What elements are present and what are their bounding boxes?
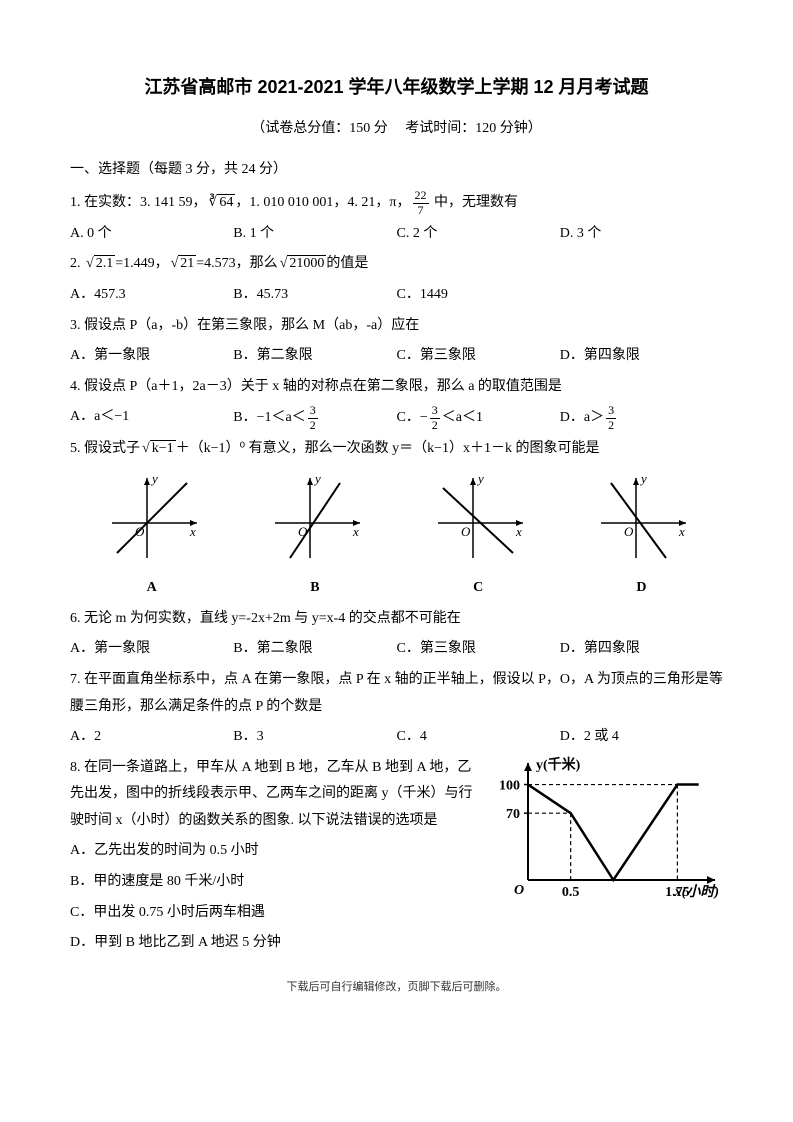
q7-opt-c: C．4: [397, 724, 560, 751]
section-1-header: 一、选择题（每题 3 分，共 24 分）: [70, 157, 723, 184]
svg-text:y: y: [639, 473, 647, 486]
sqrt-icon: 21000: [278, 251, 327, 278]
graph-a-label: A: [102, 575, 202, 602]
svg-text:y: y: [150, 473, 158, 486]
q7-opt-d: D．2 或 4: [560, 724, 723, 751]
q7-options: A．2 B．3 C．4 D．2 或 4: [70, 724, 723, 751]
q7-opt-b: B．3: [233, 724, 396, 751]
line-graph-d-icon: y x O: [591, 473, 691, 563]
exam-title: 江苏省高邮市 2021-2021 学年八年级数学上学期 12 月月考试题: [70, 70, 723, 104]
q6-opt-d: D．第四象限: [560, 636, 723, 663]
question-6: 6. 无论 m 为何实数，直线 y=-2x+2m 与 y=x-4 的交点都不可能…: [70, 606, 723, 633]
q2-pre: 2.: [70, 256, 84, 271]
graph-b: y x O B: [265, 473, 365, 602]
exam-subtitle: （试卷总分值：150 分 考试时间：120 分钟）: [70, 116, 723, 143]
q4-opt-b: B．−1＜a＜32: [233, 404, 396, 432]
line-graph-a-icon: y x O: [102, 473, 202, 563]
q1-stem: 1. 在实数：3. 141 59，: [70, 195, 207, 210]
svg-text:0.5: 0.5: [562, 885, 580, 900]
q5-pre: 5. 假设式子: [70, 441, 140, 456]
q1-mid: ，1. 010 010 001，4. 21，π，: [235, 195, 410, 210]
svg-text:y: y: [476, 473, 484, 486]
score-label: （试卷总分值：: [251, 121, 349, 136]
q6-opt-c: C．第三象限: [397, 636, 560, 663]
svg-text:y: y: [313, 473, 321, 486]
question-5: 5. 假设式子k−1＋（k−1）⁰ 有意义，那么一次函数 y＝（k−1）x＋1－…: [70, 436, 723, 463]
distance-time-graph-icon: 100700.51.75y(千米)x(小时)O: [493, 755, 723, 905]
line-graph-b-icon: y x O: [265, 473, 365, 563]
question-7: 7. 在平面直角坐标系中，点 A 在第一象限，点 P 在 x 轴的正半轴上，假设…: [70, 667, 723, 720]
question-1: 1. 在实数：3. 141 59，64，1. 010 010 001，4. 21…: [70, 189, 723, 217]
q4-opt-c: C．−32＜a＜1: [397, 404, 560, 432]
fraction-icon: 32: [308, 404, 318, 431]
q7-opt-a: A．2: [70, 724, 233, 751]
exam-page: 江苏省高邮市 2021-2021 学年八年级数学上学期 12 月月考试题 （试卷…: [0, 0, 793, 1018]
q3-opt-a: A．第一象限: [70, 343, 233, 370]
q4-opt-d: D．a＞32: [560, 404, 723, 432]
question-4: 4. 假设点 P（a＋1，2a－3）关于 x 轴的对称点在第二象限，那么 a 的…: [70, 374, 723, 401]
q1-opt-d: D. 3 个: [560, 221, 723, 248]
svg-text:x: x: [352, 524, 359, 539]
cube-root-icon: 64: [207, 190, 236, 217]
question-2: 2. 2.1=1.449，21=4.573，那么21000的值是: [70, 251, 723, 278]
svg-text:O: O: [461, 524, 471, 539]
time-value: 120 分钟）: [475, 121, 542, 136]
q6-opt-b: B．第二象限: [233, 636, 396, 663]
svg-text:O: O: [514, 883, 524, 898]
svg-text:x: x: [678, 524, 685, 539]
time-label: 考试时间：: [405, 121, 475, 136]
svg-text:x(小时): x(小时): [674, 884, 719, 900]
q3-options: A．第一象限 B．第二象限 C．第三象限 D．第四象限: [70, 343, 723, 370]
fraction-icon: 32: [606, 404, 616, 431]
fraction-icon: 32: [430, 404, 440, 431]
q3-opt-b: B．第二象限: [233, 343, 396, 370]
graph-d-label: D: [591, 575, 691, 602]
q2-opt-a: A．457.3: [70, 282, 233, 309]
q2-opt-b: B．45.73: [233, 282, 396, 309]
q1-opt-c: C. 2 个: [397, 221, 560, 248]
q2-eq2: =4.573，那么: [196, 256, 277, 271]
sqrt-icon: k−1: [140, 436, 176, 463]
sqrt-icon: 21: [169, 251, 197, 278]
q2-eq1: =1.449，: [115, 256, 168, 271]
q3-opt-c: C．第三象限: [397, 343, 560, 370]
svg-text:x: x: [189, 524, 196, 539]
q1-options: A. 0 个 B. 1 个 C. 2 个 D. 3 个: [70, 221, 723, 248]
sqrt-icon: 2.1: [84, 251, 115, 278]
svg-text:100: 100: [499, 778, 520, 793]
question-3: 3. 假设点 P（a，-b）在第三象限，那么 M（ab，-a）应在: [70, 313, 723, 340]
graph-b-label: B: [265, 575, 365, 602]
q4-opt-a: A．a＜−1: [70, 404, 233, 432]
q5-graphs: y x O A y x O B: [70, 473, 723, 602]
q3-opt-d: D．第四象限: [560, 343, 723, 370]
q1-tail: 中，无理数有: [431, 195, 519, 210]
svg-text:70: 70: [506, 807, 520, 822]
graph-c: y x O C: [428, 473, 528, 602]
svg-text:O: O: [298, 524, 308, 539]
q8-graph: 100700.51.75y(千米)x(小时)O: [493, 755, 723, 916]
q2-options: A．457.3 B．45.73 C．1449: [70, 282, 723, 309]
question-8-wrap: 100700.51.75y(千米)x(小时)O 8. 在同一条道路上，甲车从 A…: [70, 755, 723, 957]
svg-text:x: x: [515, 524, 522, 539]
q6-options: A．第一象限 B．第二象限 C．第三象限 D．第四象限: [70, 636, 723, 663]
q1-opt-b: B. 1 个: [233, 221, 396, 248]
page-footer: 下载后可自行编辑修改，页脚下载后可删除。: [70, 977, 723, 998]
line-graph-c-icon: y x O: [428, 473, 528, 563]
q2-tail: 的值是: [326, 256, 368, 271]
svg-text:O: O: [135, 524, 145, 539]
svg-text:y(千米): y(千米): [536, 756, 581, 773]
fraction-icon: 227: [413, 189, 429, 216]
q2-opt-c: C．1449: [397, 282, 560, 309]
graph-a: y x O A: [102, 473, 202, 602]
score-value: 150 分: [349, 121, 388, 136]
graph-c-label: C: [428, 575, 528, 602]
svg-text:O: O: [624, 524, 634, 539]
q6-opt-a: A．第一象限: [70, 636, 233, 663]
q1-opt-a: A. 0 个: [70, 221, 233, 248]
q4-options: A．a＜−1 B．−1＜a＜32 C．−32＜a＜1 D．a＞32: [70, 404, 723, 432]
q5-post: ＋（k−1）⁰ 有意义，那么一次函数 y＝（k−1）x＋1－k 的图象可能是: [176, 441, 600, 456]
graph-d: y x O D: [591, 473, 691, 602]
q8-opt-d: D．甲到 B 地比乙到 A 地迟 5 分钟: [70, 930, 723, 957]
